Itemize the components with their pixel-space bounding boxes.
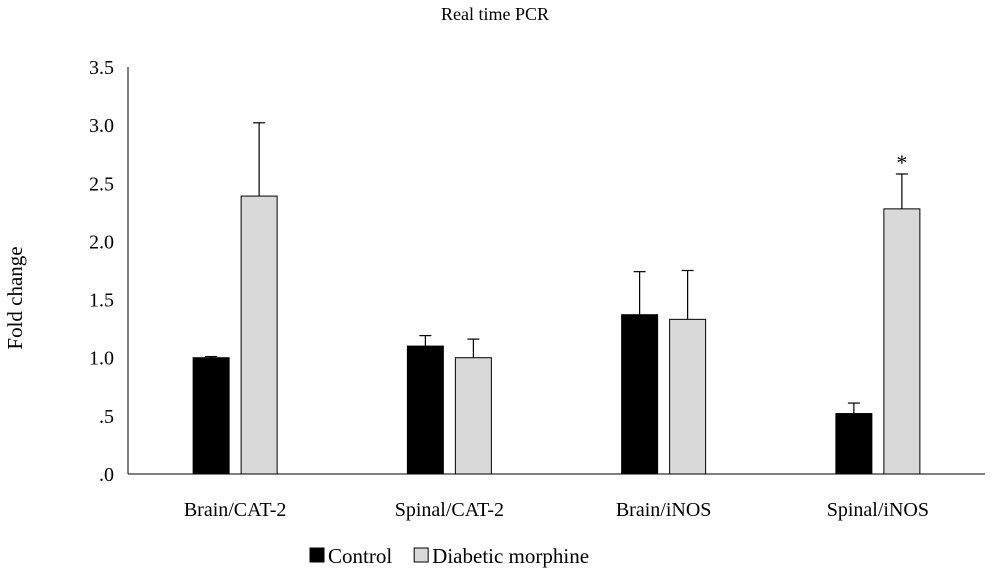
bar <box>454 357 492 475</box>
bar <box>883 208 921 475</box>
error-bars <box>205 122 908 414</box>
legend: Control Diabetic morphine <box>309 544 589 568</box>
legend-label: Control <box>328 544 392 568</box>
legend-label: Diabetic morphine <box>432 544 589 568</box>
y-tick-label: 1.0 <box>89 348 114 370</box>
x-tick-label: Spinal/iNOS <box>827 499 929 521</box>
bar <box>406 345 444 475</box>
y-tick-label: 2.0 <box>89 231 114 253</box>
significance-marker: * <box>896 150 907 175</box>
y-tick-label: .0 <box>99 464 114 486</box>
bar <box>240 195 278 475</box>
bar <box>835 413 873 475</box>
y-tick-label: 2.5 <box>89 173 114 195</box>
bar <box>669 318 707 475</box>
y-axis: .0 .5 1.0 1.5 2.0 2.5 3.0 3.5 <box>89 57 129 486</box>
x-tick-label: Brain/iNOS <box>616 499 712 521</box>
bar <box>192 357 230 475</box>
legend-swatch <box>309 547 325 563</box>
x-tick-label: Brain/CAT-2 <box>184 499 287 521</box>
annotations: * <box>896 150 907 175</box>
chart-title: Real time PCR <box>441 4 549 24</box>
bars <box>192 195 921 475</box>
x-axis: Brain/CAT-2 Spinal/CAT-2 Brain/iNOS Spinal/… <box>128 473 985 521</box>
y-axis-label: Fold change <box>3 246 27 349</box>
y-tick-label: .5 <box>99 406 114 428</box>
bar <box>621 314 659 475</box>
x-tick-label: Spinal/CAT-2 <box>395 499 504 521</box>
y-tick-label: 1.5 <box>89 290 114 312</box>
legend-swatch <box>413 547 429 563</box>
y-tick-label: 3.0 <box>89 115 114 137</box>
y-tick-label: 3.5 <box>89 57 114 79</box>
